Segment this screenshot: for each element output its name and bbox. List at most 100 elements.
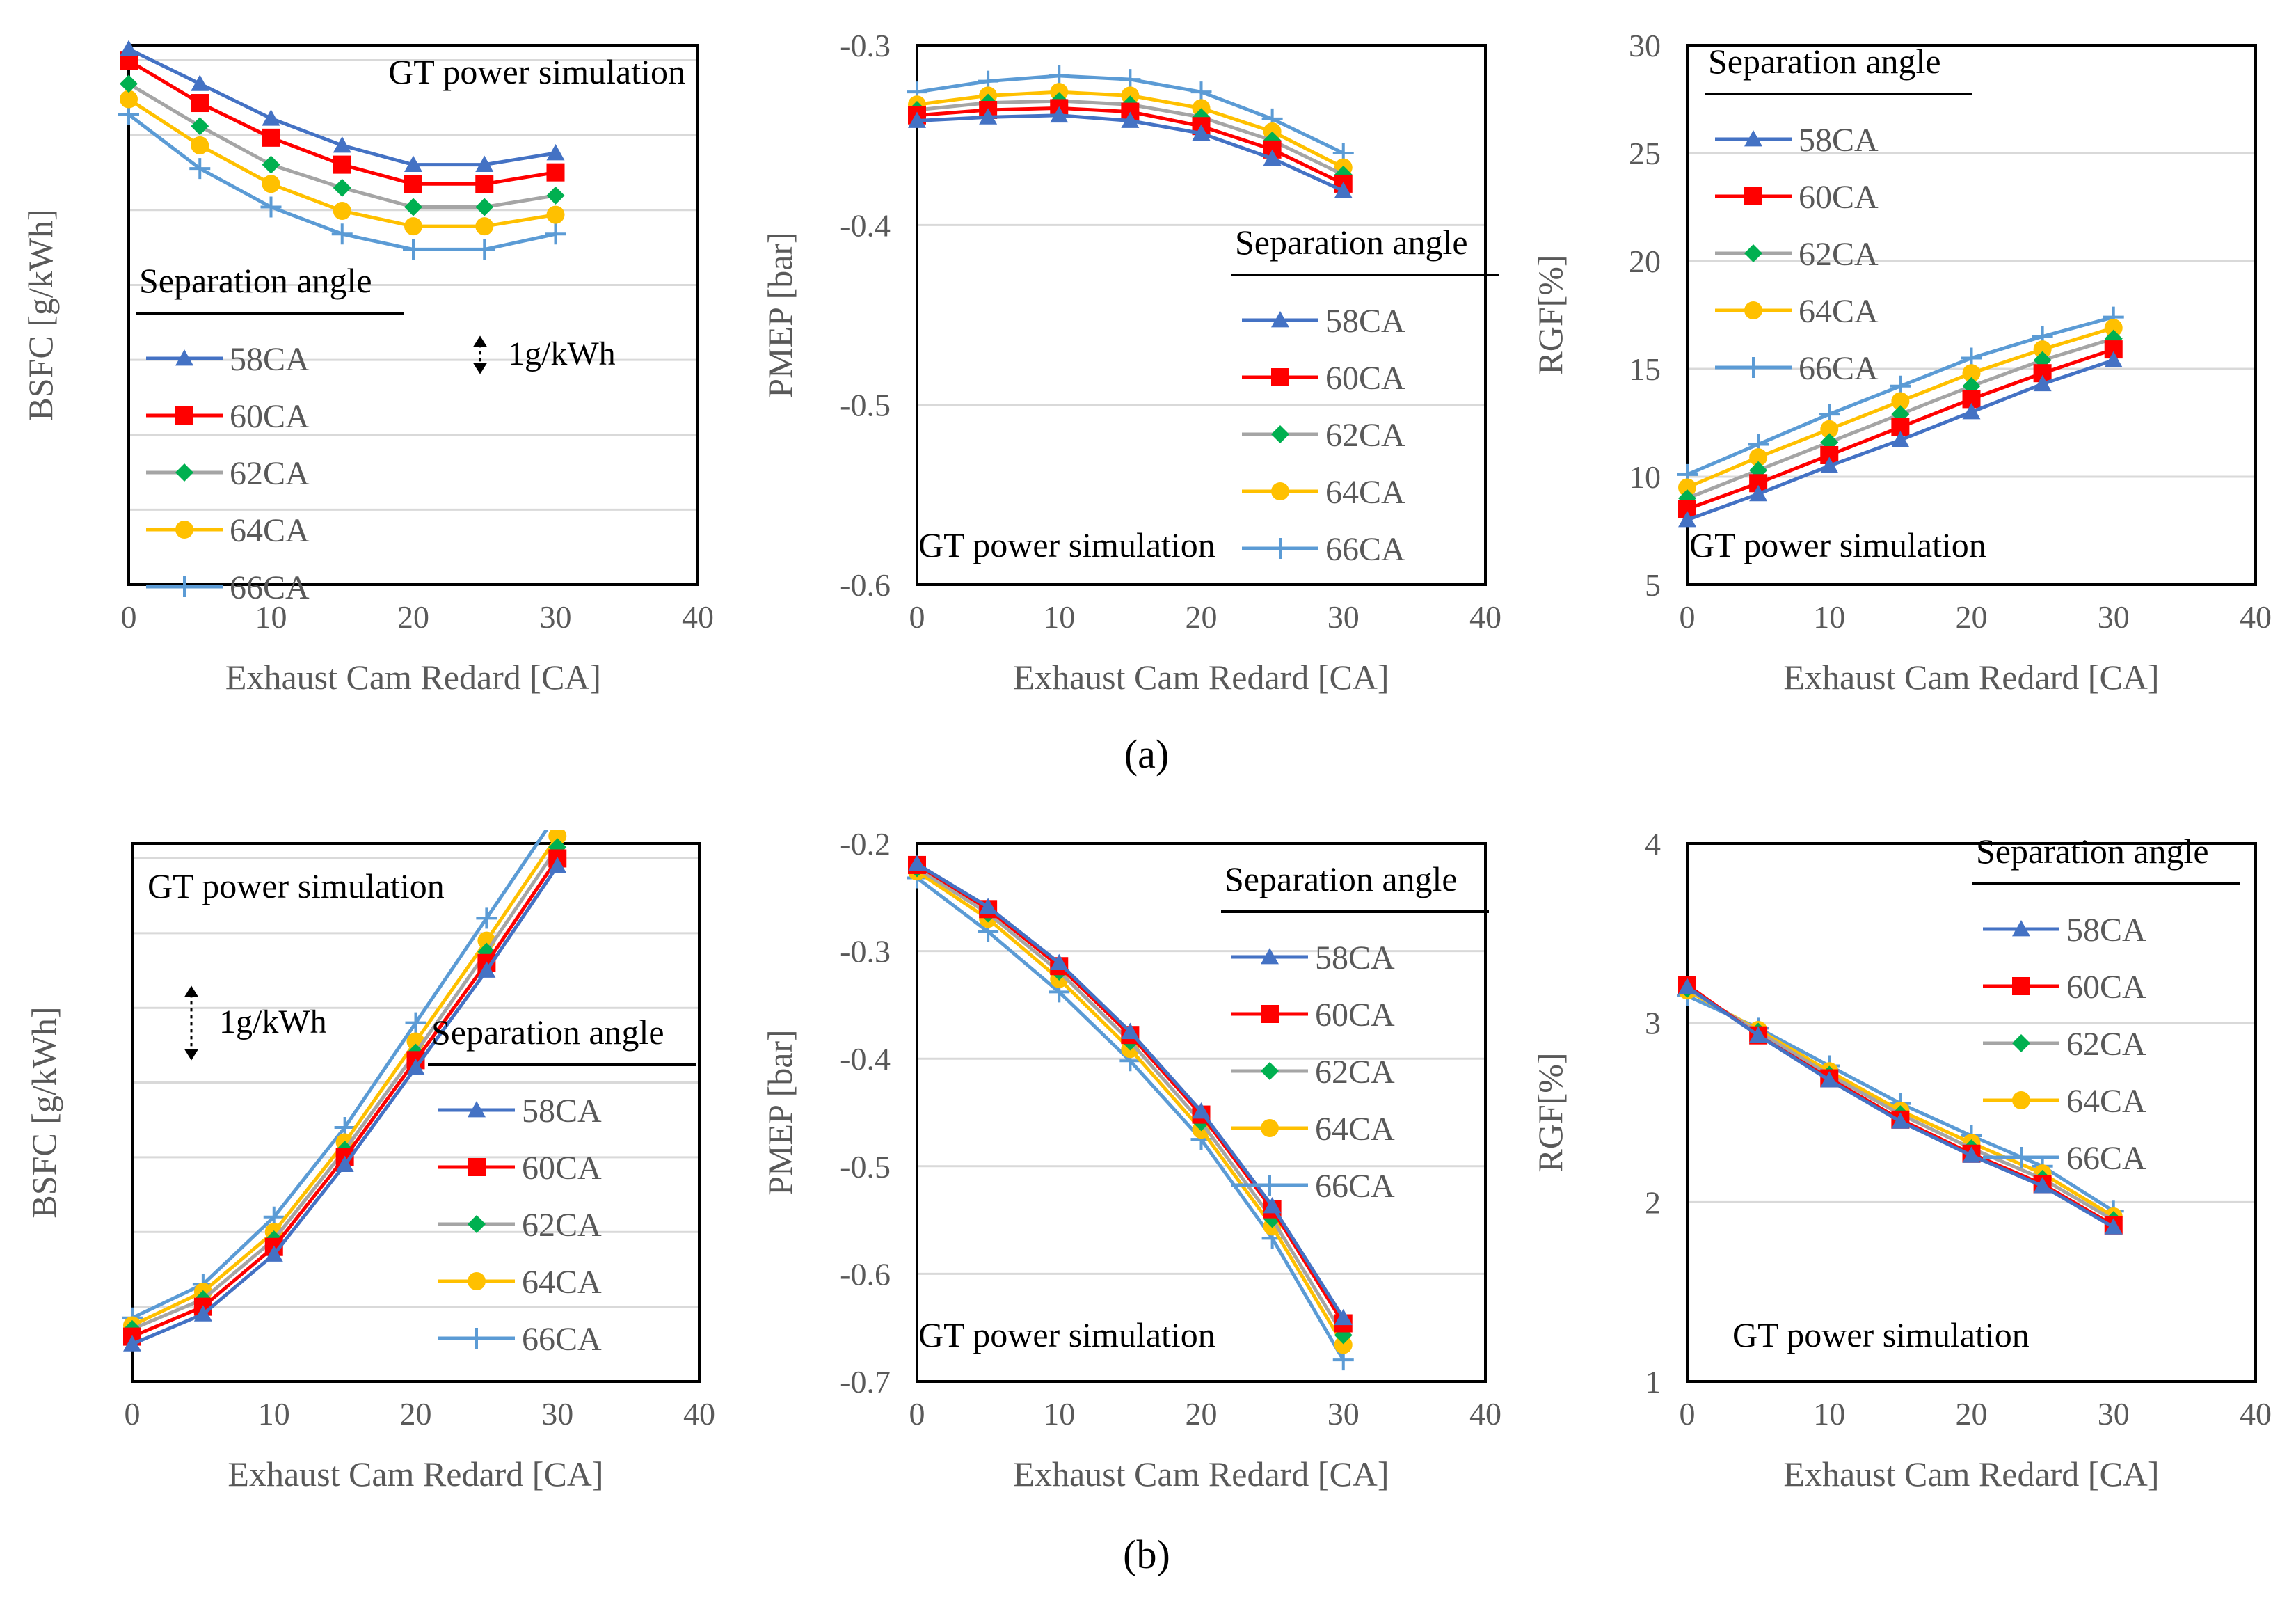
legend-marker-62CA: [468, 1215, 486, 1233]
x-tick-label: 30: [2098, 1396, 2130, 1432]
series-group: [122, 830, 567, 1352]
x-tick-label: 30: [540, 599, 572, 635]
data-point-58CA: [193, 1305, 212, 1322]
data-point-58CA: [1192, 1102, 1211, 1119]
legend-label: 62CA: [522, 1207, 602, 1244]
legend: Separation angle 58CA 60CA 62CA 64CA 66CA: [136, 261, 404, 606]
legend-marker-58CA: [1271, 311, 1289, 328]
data-point-58CA: [477, 961, 496, 978]
scale-arrow-down: [184, 1049, 198, 1061]
x-axis-label: Exhaust Cam Redard [CA]: [225, 658, 601, 697]
data-point-62CA: [333, 178, 351, 197]
data-point-64CA: [191, 136, 209, 154]
data-point-58CA: [1263, 149, 1282, 166]
scale-arrow-up: [184, 985, 198, 997]
legend-marker-60CA: [175, 406, 193, 425]
data-point-64CA: [548, 830, 567, 846]
legend-marker-58CA: [468, 1101, 486, 1118]
legend-label: 60CA: [1325, 360, 1405, 397]
legend-label: 64CA: [522, 1264, 602, 1301]
y-tick-label: -0.7: [840, 1364, 891, 1400]
data-point-60CA: [475, 175, 494, 193]
x-axis-label: Exhaust Cam Redard [CA]: [1013, 1455, 1389, 1493]
x-tick-label: 0: [1680, 1396, 1696, 1432]
legend-marker-62CA: [1261, 1062, 1279, 1080]
scale-arrow-up: [473, 335, 487, 347]
chart-a2: 0 10 20 30 40 -0.6 -0.5 -0.4 -0.3 Exhaust Cam Red…: [760, 28, 1501, 697]
legend-marker-62CA: [1271, 425, 1289, 443]
data-point-58CA: [1263, 1197, 1282, 1214]
y-tick-label: -0.5: [840, 388, 891, 423]
legend-label: 58CA: [522, 1093, 602, 1130]
x-tick-label: 20: [1956, 1396, 1988, 1432]
caption-a: (a): [1124, 731, 1170, 777]
chart-a3: 0 10 20 30 40 5 10 15 20 25 30 Exhaust Cam Redard […: [1531, 28, 2272, 697]
legend-marker-66CA: [1259, 1175, 1280, 1196]
data-point-58CA: [1678, 511, 1696, 528]
x-tick-label: 10: [258, 1396, 290, 1432]
data-point-58CA: [1749, 1026, 1768, 1043]
legend-label: 62CA: [1799, 236, 1879, 273]
data-point-58CA: [406, 1059, 425, 1075]
data-point-58CA: [335, 1155, 354, 1173]
data-point-58CA: [548, 857, 567, 873]
y-tick-label: 5: [1645, 567, 1661, 603]
legend-title: Separation angle: [1235, 223, 1468, 262]
legend-label: 62CA: [1325, 417, 1405, 454]
y-tick-label: 20: [1629, 244, 1661, 279]
data-point-58CA: [1820, 457, 1839, 473]
data-point-58CA: [1121, 1022, 1140, 1039]
x-tick-label: 30: [2098, 599, 2130, 635]
legend-label: 60CA: [230, 398, 310, 435]
y-tick-label: 25: [1629, 136, 1661, 171]
data-point-58CA: [262, 109, 280, 126]
x-tick-label: 20: [400, 1396, 432, 1432]
y-tick-label: -0.4: [840, 207, 891, 243]
x-tick-label: 40: [1469, 599, 1501, 635]
y-tick-label: -0.3: [840, 28, 891, 63]
data-point-62CA: [262, 155, 280, 174]
data-point-58CA: [2033, 374, 2052, 392]
x-tick-label: 0: [125, 1396, 141, 1432]
data-point-66CA: [260, 196, 282, 218]
data-point-66CA: [1049, 65, 1070, 86]
legend-label: 60CA: [522, 1150, 602, 1187]
data-point-64CA: [120, 90, 138, 109]
legend: Separation angle 58CA 60CA 62CA 64CA 66CA: [1221, 859, 1489, 1205]
data-point-58CA: [979, 898, 998, 914]
legend-label: 62CA: [1315, 1054, 1395, 1091]
x-tick-label: 0: [909, 599, 925, 635]
x-tick-label: 10: [1813, 1396, 1845, 1432]
data-point-64CA: [475, 217, 494, 236]
legend-marker-60CA: [1261, 1005, 1279, 1023]
x-tick-label: 40: [2240, 1396, 2272, 1432]
data-point-62CA: [120, 74, 138, 93]
data-point-62CA: [475, 198, 494, 216]
data-point-58CA: [123, 1335, 141, 1352]
data-point-60CA: [404, 175, 422, 193]
legend-label: 66CA: [2066, 1140, 2146, 1177]
data-point-58CA: [1820, 1071, 1839, 1088]
y-axis-label: BSFC [g/kWh]: [24, 1006, 63, 1218]
legend-title: Separation angle: [1225, 859, 1458, 898]
data-point-58CA: [1891, 431, 1910, 447]
x-axis-label: Exhaust Cam Redard [CA]: [228, 1455, 603, 1493]
x-axis-label: Exhaust Cam Redard [CA]: [1783, 658, 2159, 697]
legend-marker-64CA: [2012, 1091, 2030, 1109]
series-group: [907, 855, 1354, 1371]
x-axis-label: Exhaust Cam Redard [CA]: [1783, 1455, 2159, 1493]
legend-marker-64CA: [1744, 301, 1762, 319]
data-point-64CA: [2104, 319, 2123, 338]
series-group: [1677, 306, 2124, 528]
legend-marker-58CA: [1744, 130, 1762, 147]
legend-title: Separation angle: [431, 1013, 664, 1052]
legend-marker-60CA: [1271, 368, 1289, 386]
x-tick-label: 40: [682, 599, 714, 635]
legend-label: 64CA: [1325, 474, 1405, 511]
legend-marker-64CA: [1261, 1119, 1279, 1137]
y-tick-label: 15: [1629, 351, 1661, 387]
chart-title: GT power simulation: [918, 1315, 1215, 1354]
legend-label: 62CA: [2066, 1026, 2146, 1063]
legend-marker-66CA: [466, 1328, 487, 1349]
legend-marker-64CA: [175, 521, 193, 539]
